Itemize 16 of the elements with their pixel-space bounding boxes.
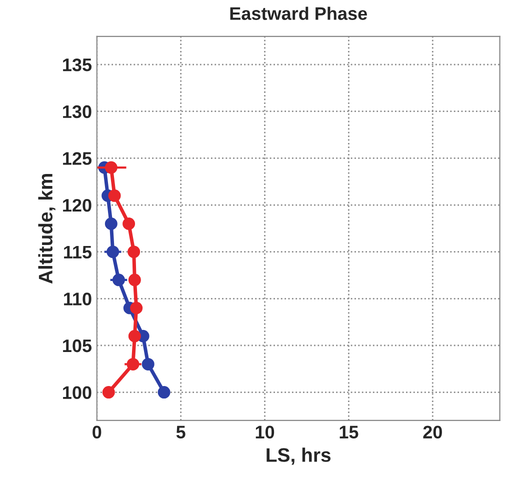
y-axis-title: Altitude, km bbox=[38, 174, 56, 284]
y-tick-label: 125 bbox=[63, 152, 92, 165]
y-tick-label: 115 bbox=[64, 246, 92, 259]
x-tick-label: 20 bbox=[423, 426, 442, 439]
chart-title: Eastward Phase bbox=[230, 6, 367, 20]
y-tick-label: 105 bbox=[63, 339, 92, 352]
x-tick-label: 5 bbox=[176, 426, 186, 439]
y-tick-label: 120 bbox=[63, 198, 92, 212]
x-tick-label: 15 bbox=[340, 426, 358, 439]
y-tick-label: 110 bbox=[64, 292, 92, 306]
y-tick-label: 100 bbox=[63, 386, 92, 400]
y-tick-label: 135 bbox=[63, 58, 92, 72]
x-tick-label: 0 bbox=[92, 426, 102, 439]
x-axis-title: LS, hrs bbox=[266, 448, 331, 465]
y-tick-label: 130 bbox=[63, 105, 92, 118]
x-tick-label: 10 bbox=[256, 426, 274, 439]
